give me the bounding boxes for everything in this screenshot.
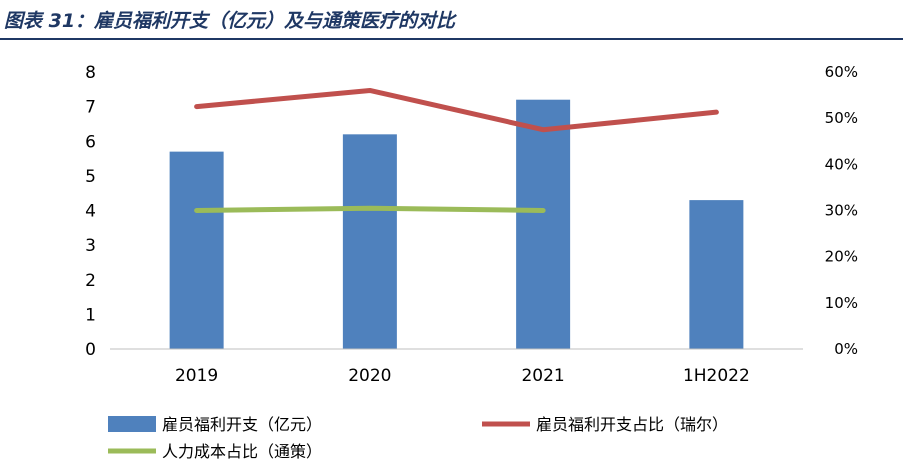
left-tick-label: 8 — [85, 63, 96, 83]
x-tick-label: 2020 — [348, 366, 391, 386]
left-tick-label: 3 — [85, 236, 96, 256]
legend-swatch-bar — [108, 416, 156, 432]
legend-label: 人力成本占比（通策） — [162, 442, 322, 461]
bar-2021 — [516, 99, 571, 349]
x-tick-label: 1H2022 — [683, 366, 750, 386]
bar-2020 — [342, 134, 397, 349]
right-tick-label: 10% — [825, 294, 858, 312]
left-tick-label: 4 — [85, 202, 96, 222]
right-tick-label: 20% — [825, 248, 858, 266]
legend-label: 雇员福利开支占比（瑞尔） — [536, 415, 728, 434]
right-tick-label: 0% — [834, 340, 858, 358]
legend-label: 雇员福利开支（亿元） — [162, 415, 322, 434]
left-tick-label: 1 — [85, 305, 96, 325]
left-tick-label: 5 — [85, 167, 96, 187]
left-tick-label: 6 — [85, 132, 96, 152]
chart-title: 图表 31：雇员福利开支（亿元）及与通策医疗的对比 — [4, 10, 456, 32]
series-line-2 — [194, 205, 546, 213]
x-tick-label: 2021 — [521, 366, 564, 386]
right-tick-label: 30% — [825, 202, 858, 220]
x-tick-label: 2019 — [175, 366, 218, 386]
right-tick-label: 50% — [825, 109, 858, 127]
bar-2019 — [169, 151, 224, 349]
series-line-1 — [194, 87, 719, 133]
title-bar: 图表 31：雇员福利开支（亿元）及与通策医疗的对比 — [0, 0, 903, 40]
bar-1H2022 — [689, 200, 744, 349]
right-tick-label: 40% — [825, 155, 858, 173]
left-tick-label: 2 — [85, 271, 96, 291]
left-tick-label: 0 — [85, 340, 96, 360]
left-tick-label: 7 — [85, 98, 96, 118]
right-tick-label: 60% — [825, 63, 858, 81]
